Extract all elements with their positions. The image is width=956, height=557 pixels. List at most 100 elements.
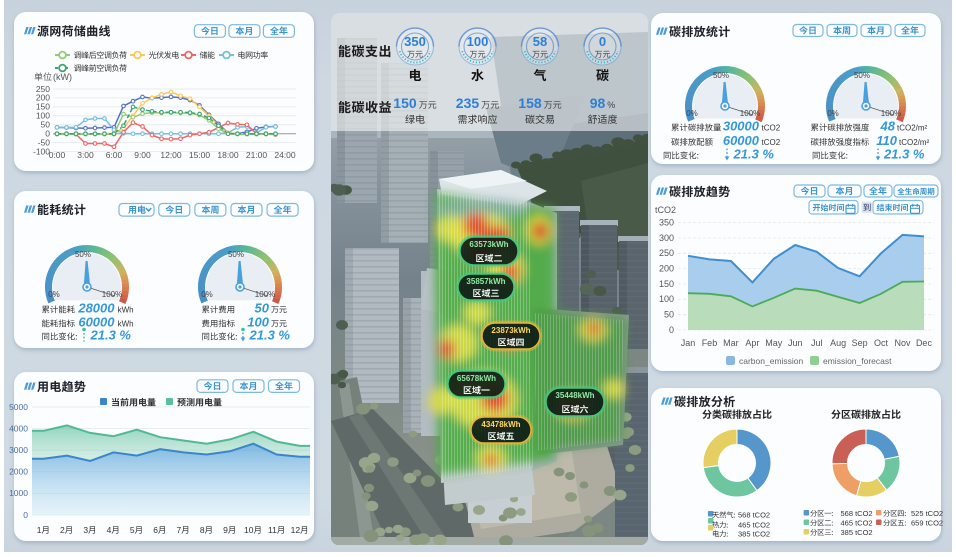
svg-text:2: 2 — [60, 525, 65, 535]
svg-text:7: 7 — [177, 525, 182, 535]
svg-text:Sep: Sep — [852, 338, 868, 348]
svg-text:6: 6 — [153, 525, 158, 535]
svg-text:8: 8 — [200, 525, 205, 535]
svg-text:568 tCO2: 568 tCO2 — [841, 509, 873, 518]
svg-text:Jan: Jan — [681, 338, 696, 348]
svg-text:(kW): (kW) — [53, 72, 72, 82]
svg-text:12: 12 — [291, 525, 301, 535]
svg-text:65678kWh: 65678kWh — [457, 374, 496, 383]
svg-text:150: 150 — [36, 102, 50, 112]
svg-text:Dec: Dec — [916, 338, 933, 348]
svg-text:35448kWh: 35448kWh — [555, 391, 594, 400]
svg-text:50%: 50% — [75, 250, 91, 259]
svg-text:50%: 50% — [854, 71, 870, 80]
svg-text:659 tCO2: 659 tCO2 — [911, 519, 943, 528]
svg-text:3: 3 — [83, 525, 88, 535]
svg-text:0: 0 — [669, 325, 674, 335]
svg-text:350: 350 — [404, 34, 426, 49]
svg-text:100%: 100% — [102, 290, 122, 299]
svg-text:30000: 30000 — [723, 119, 760, 134]
svg-text:568 tCO2: 568 tCO2 — [738, 511, 770, 520]
svg-text:21:00: 21:00 — [246, 150, 268, 160]
svg-text:tCO2/m²: tCO2/m² — [897, 124, 928, 133]
svg-text:10: 10 — [244, 525, 254, 535]
svg-text:21.3 %: 21.3 % — [733, 147, 775, 162]
svg-text:60000: 60000 — [723, 133, 760, 148]
svg-text:200: 200 — [659, 263, 674, 273]
svg-text:150: 150 — [659, 279, 674, 289]
svg-text:63573kWh: 63573kWh — [469, 240, 508, 249]
svg-text:Apr: Apr — [745, 338, 759, 348]
svg-text:465 tCO2: 465 tCO2 — [841, 519, 873, 528]
svg-text:0:00: 0:00 — [49, 150, 66, 160]
svg-text:9:00: 9:00 — [134, 150, 151, 160]
svg-text:tCO2: tCO2 — [762, 124, 781, 133]
svg-text:0%: 0% — [48, 290, 60, 299]
svg-text:150: 150 — [393, 95, 417, 111]
svg-text:4000: 4000 — [9, 423, 28, 433]
svg-text:emission_forecast: emission_forecast — [823, 356, 892, 366]
svg-text:465 tCO2: 465 tCO2 — [738, 521, 770, 530]
svg-text:100: 100 — [36, 111, 50, 121]
svg-text:1: 1 — [37, 525, 42, 535]
svg-text:9: 9 — [223, 525, 228, 535]
svg-text:21.3 %: 21.3 % — [249, 328, 291, 343]
svg-text:1000: 1000 — [9, 488, 28, 498]
svg-text:Aug: Aug — [830, 338, 846, 348]
svg-text:0: 0 — [45, 129, 50, 139]
svg-text:58: 58 — [533, 34, 547, 49]
svg-text:tCO2/m²: tCO2/m² — [899, 138, 930, 147]
svg-text:60000: 60000 — [78, 315, 115, 330]
svg-text:23873kWh: 23873kWh — [491, 326, 530, 335]
svg-text:18:00: 18:00 — [217, 150, 239, 160]
svg-text:11: 11 — [268, 525, 277, 535]
svg-text:tCO2: tCO2 — [655, 205, 676, 215]
svg-text:50: 50 — [664, 309, 674, 319]
svg-text:100: 100 — [467, 34, 489, 49]
svg-text:3:00: 3:00 — [77, 150, 94, 160]
svg-text:carbon_emission: carbon_emission — [739, 356, 804, 366]
svg-text:100%: 100% — [740, 109, 760, 118]
svg-text:12:00: 12:00 — [160, 150, 182, 160]
svg-text:Mar: Mar — [723, 338, 739, 348]
svg-text:98: 98 — [590, 95, 606, 111]
svg-text:4: 4 — [107, 525, 112, 535]
svg-text:3000: 3000 — [9, 445, 28, 455]
svg-text:-50: -50 — [38, 137, 51, 147]
svg-text:525 tCO2: 525 tCO2 — [911, 509, 943, 518]
svg-text:100: 100 — [247, 315, 269, 330]
svg-text:Jun: Jun — [788, 338, 803, 348]
svg-text:50: 50 — [41, 120, 51, 130]
svg-text:0%: 0% — [201, 290, 213, 299]
svg-text:50%: 50% — [228, 250, 244, 259]
svg-text:24:00: 24:00 — [274, 150, 296, 160]
svg-text:tCO2: tCO2 — [762, 138, 781, 147]
svg-text:250: 250 — [36, 84, 50, 94]
svg-text:50: 50 — [255, 301, 270, 316]
svg-text:2000: 2000 — [9, 467, 28, 477]
svg-text:385 tCO2: 385 tCO2 — [841, 528, 873, 537]
svg-text:5: 5 — [130, 525, 135, 535]
svg-text:kWh: kWh — [118, 306, 134, 315]
svg-text:21.3 %: 21.3 % — [90, 328, 132, 343]
svg-text:6:00: 6:00 — [106, 150, 123, 160]
svg-text:110: 110 — [876, 133, 897, 148]
svg-text:235: 235 — [456, 95, 480, 111]
svg-text:0%: 0% — [686, 109, 698, 118]
svg-text:May: May — [765, 338, 783, 348]
svg-text:350: 350 — [659, 217, 674, 227]
svg-text:0: 0 — [23, 510, 28, 520]
svg-text:5000: 5000 — [9, 402, 28, 412]
svg-text:Nov: Nov — [894, 338, 911, 348]
svg-text:43478kWh: 43478kWh — [481, 420, 520, 429]
svg-text:-100: -100 — [33, 146, 50, 156]
svg-text:50%: 50% — [713, 71, 729, 80]
svg-text:kWh: kWh — [118, 320, 134, 329]
svg-text:15:00: 15:00 — [189, 150, 211, 160]
svg-text:100%: 100% — [255, 290, 275, 299]
svg-text:%: % — [607, 100, 615, 110]
svg-text:48: 48 — [880, 119, 896, 134]
svg-text:Jul: Jul — [811, 338, 823, 348]
svg-text:Feb: Feb — [702, 338, 718, 348]
svg-text:100: 100 — [659, 294, 674, 304]
